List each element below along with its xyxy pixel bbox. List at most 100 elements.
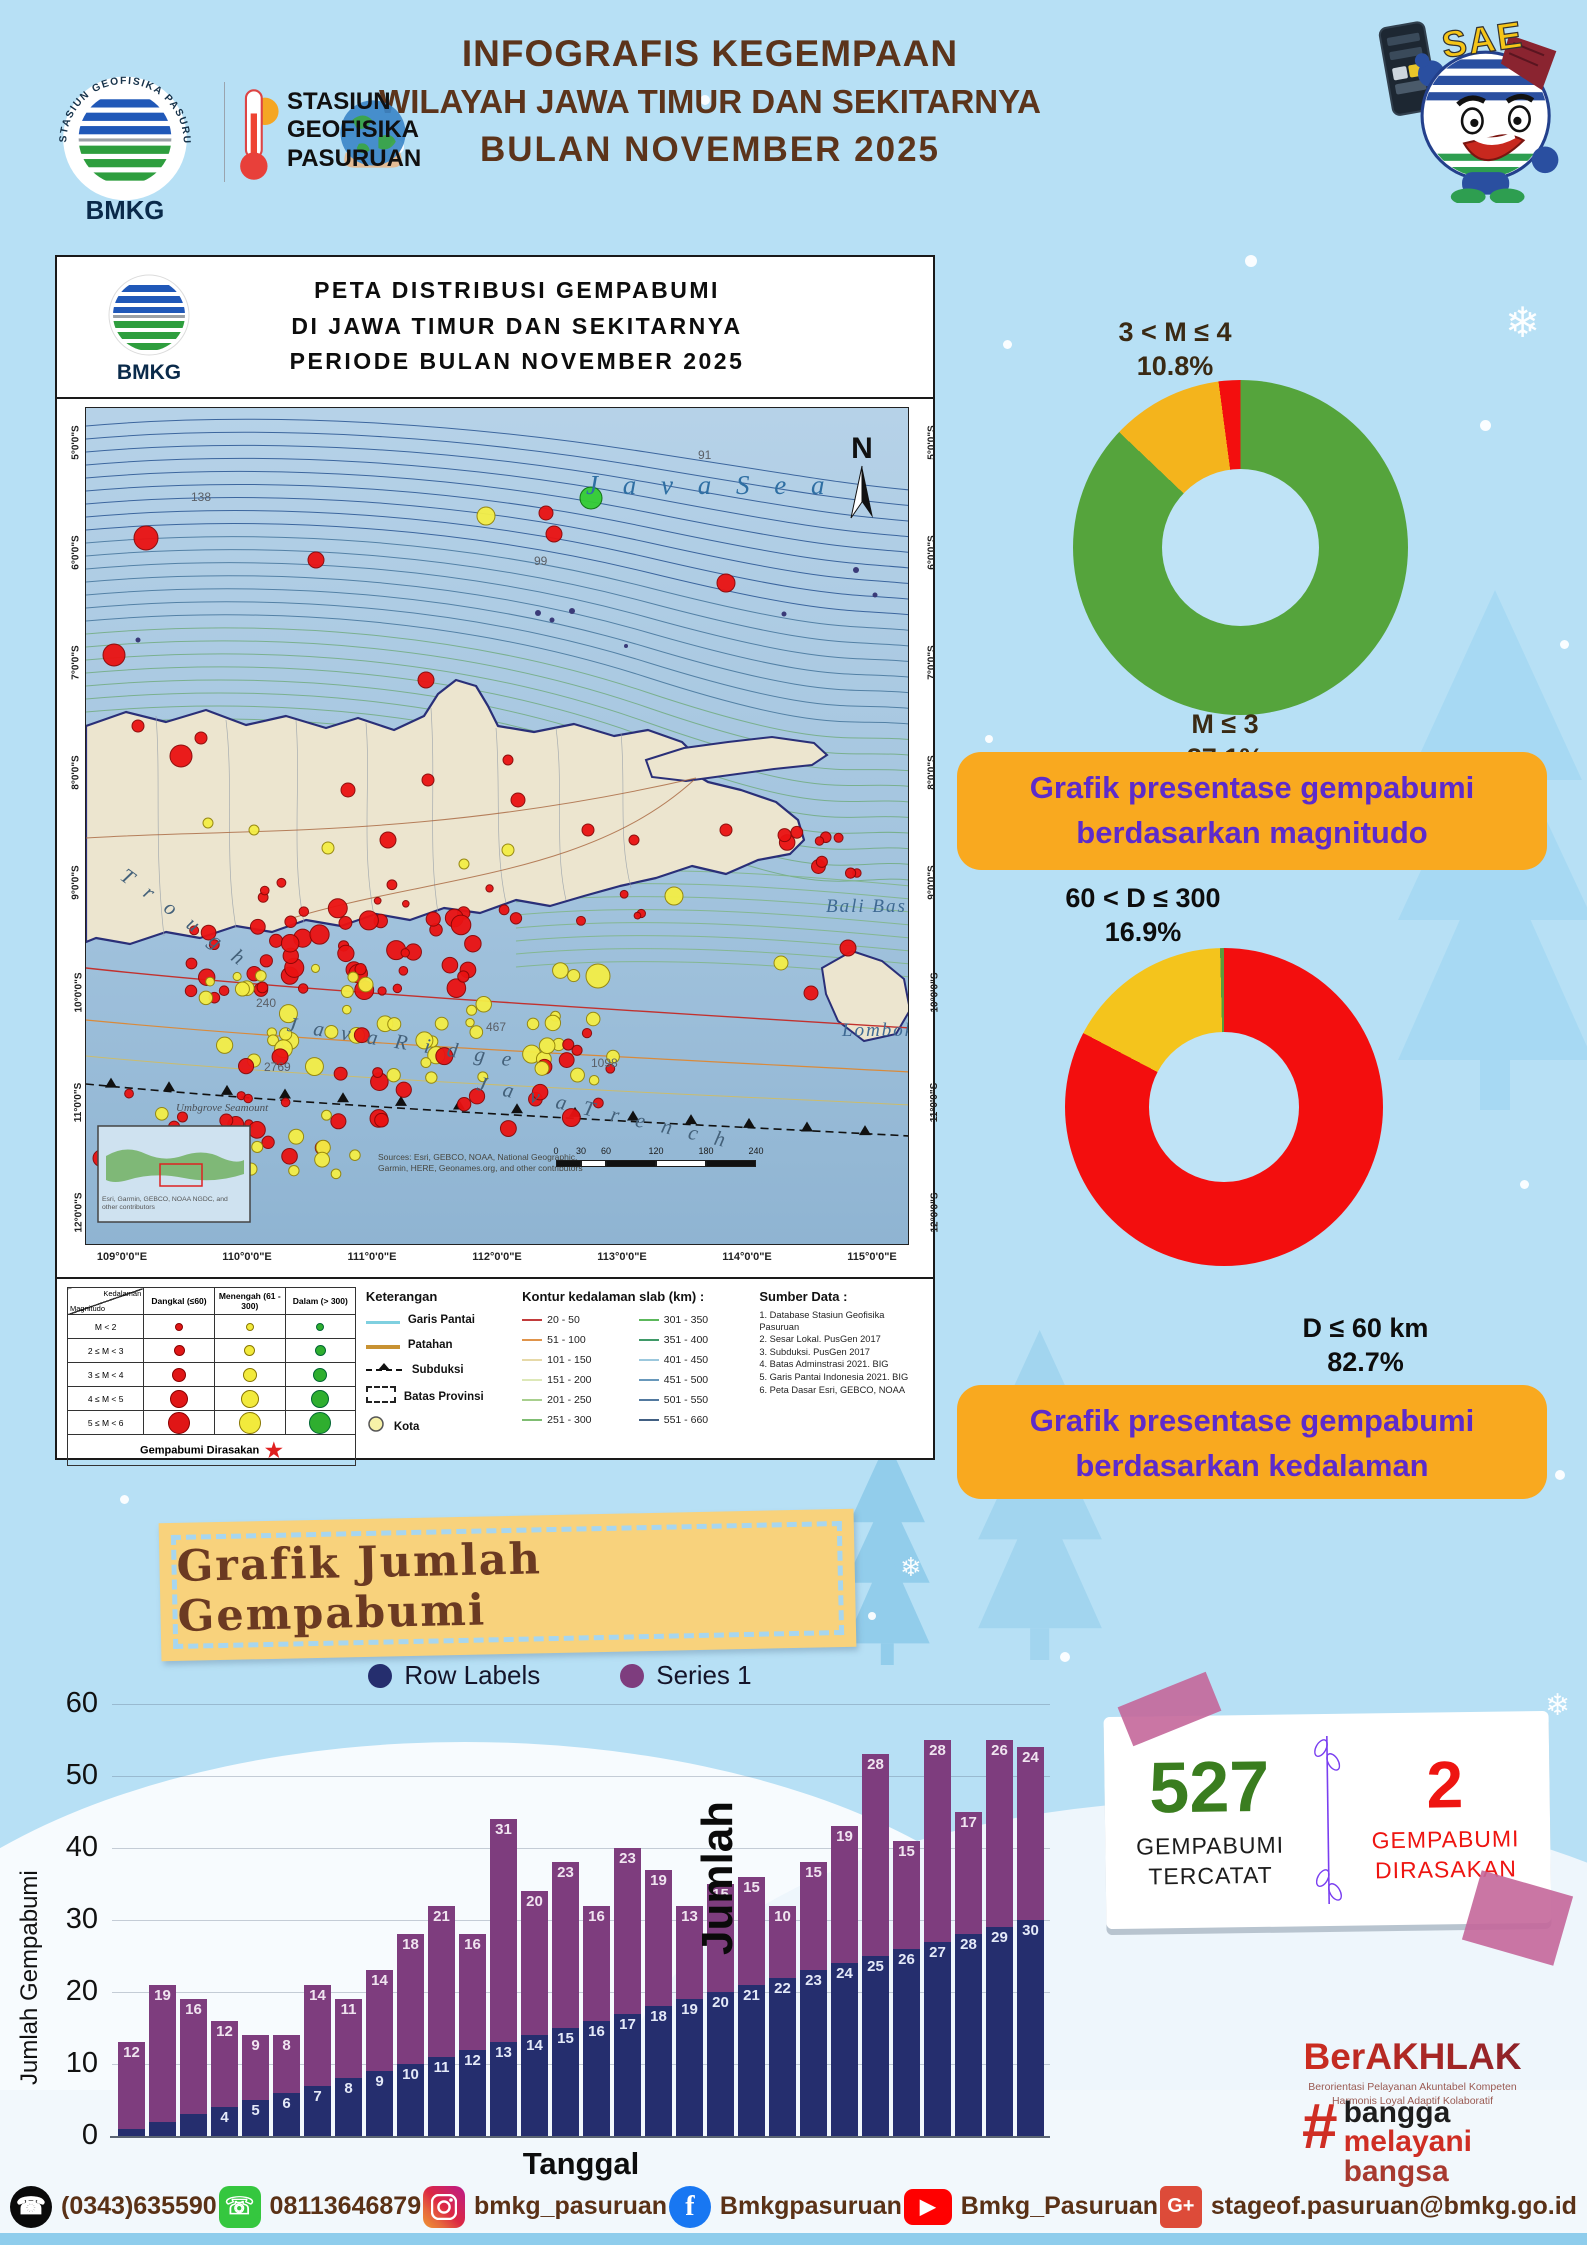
earthquake-dot — [833, 832, 844, 843]
earthquake-dot — [234, 981, 250, 997]
series1-value-label: 16 — [185, 2001, 202, 2019]
earthquake-dot — [567, 968, 581, 983]
bar-segment-series1: 15 — [707, 1884, 734, 1992]
earthquake-dot — [588, 1074, 600, 1086]
series1-value-label: 28 — [929, 1742, 946, 1760]
earthquake-dot — [468, 1088, 486, 1105]
series1-value-label: 15 — [805, 1864, 822, 1882]
snow-dot — [1480, 420, 1491, 431]
scale-number: 0 — [553, 1146, 559, 1156]
earthquake-dot — [309, 924, 330, 945]
lat-label: 5°0'0"S — [70, 425, 82, 460]
earthquake-dot — [189, 925, 200, 936]
row-labels-value-label: 29 — [991, 1929, 1008, 1947]
scale-number: 240 — [748, 1146, 764, 1156]
kontur-range: 251 - 300 — [547, 1414, 592, 1426]
bar-day-29: 26 29 — [986, 1740, 1013, 2136]
depth-minor-callout: 60 < D ≤ 300 16.9% — [1065, 883, 1221, 947]
kontur-range: 201 - 250 — [547, 1394, 592, 1406]
earthquake-dot — [538, 505, 554, 521]
series1-value-label: 12 — [123, 2044, 140, 2062]
earthquake-dot — [585, 963, 611, 989]
contact-text: 08113646879 — [269, 2192, 422, 2220]
matrix-symbol-cell — [143, 1362, 215, 1387]
java-island — [86, 678, 806, 946]
earthquake-dot — [155, 1106, 169, 1121]
contact-footer: ☎ (0343)635590 ☏ 08113646879 bmkg_pasuruan f B… — [0, 2180, 1587, 2233]
bar-segment-row-labels: 16 — [583, 2020, 610, 2136]
earthquake-dot — [372, 1067, 384, 1078]
bar-segment-row-labels: 19 — [676, 1999, 703, 2136]
bar-chart-bars: 12 19 16 12 4 9 5 8 6 14 7 11 8 14 9 18 10 21 11 16 12 31 13 20… — [118, 1704, 1048, 2136]
earthquake-dot — [298, 906, 310, 917]
bar-day-24: 19 24 — [831, 1826, 858, 2136]
bar-segment-series1: 31 — [490, 1819, 517, 2043]
keterangan-item: Patahan — [365, 1336, 512, 1354]
inset-credit: Esri, Garmin, GEBCO, NOAA NGDC, and othe… — [102, 1196, 228, 1212]
bar-day-15: 23 15 — [552, 1862, 579, 2136]
bar-segment-series1: 23 — [552, 1862, 579, 2028]
map-label: 1098 — [591, 1056, 618, 1070]
bar-segment-row-labels: 9 — [366, 2071, 393, 2136]
series1-value-label: 15 — [743, 1878, 760, 1896]
earthquake-dot — [251, 1140, 264, 1153]
bar-segment-series1: 19 — [645, 1869, 672, 2007]
lat-label: 11°0'0"S — [73, 1082, 85, 1123]
earthquake-dot — [131, 719, 145, 733]
series1-value-label: 18 — [402, 1936, 419, 1954]
instagram-icon — [422, 2185, 465, 2228]
lat-label: 10°0'0"S — [73, 972, 85, 1013]
earthquake-dot — [544, 1014, 562, 1032]
row-labels-value-label: 28 — [960, 1936, 977, 1954]
y-tick-label: 20 — [65, 1975, 98, 2007]
bar-day-26: 15 26 — [893, 1840, 920, 2136]
lat-label: 7°0'0"S — [926, 645, 938, 680]
map-sources-text: Sources: Esri, GEBCO, NOAA, National Geo… — [378, 1152, 583, 1173]
earthquake-dot — [773, 955, 789, 971]
bar-segment-row-labels — [118, 2128, 145, 2136]
y-tick-label: 50 — [65, 1759, 98, 1791]
magnitude-dot — [316, 1323, 325, 1332]
bar-segment-series1: 12 — [211, 2020, 238, 2108]
bangga-melayani-bangsa-logo: # bangga melayani bangsa — [1302, 2090, 1473, 2188]
earthquake-dot — [441, 956, 459, 974]
map-label: Umbgrove Seamount — [176, 1102, 269, 1114]
pine-tree-decoration — [845, 1440, 930, 1665]
matrix-symbol-cell — [284, 1314, 356, 1339]
earthquake-dot — [232, 971, 242, 982]
earthquake-dot — [526, 1017, 540, 1031]
earthquake-dot — [475, 995, 492, 1013]
kontur-line-swatch — [638, 1419, 659, 1421]
lon-label: 111°0'0"E — [347, 1251, 397, 1263]
kontur-range: 501 - 550 — [663, 1394, 709, 1406]
kontur-line-swatch — [638, 1399, 659, 1401]
lat-label: 12°0'0"S — [73, 1192, 85, 1233]
bottom-strip — [0, 2233, 1587, 2245]
matrix-col-header: Menengah (61 - 300) — [213, 1287, 286, 1315]
earthquake-dot — [347, 971, 359, 983]
snow-dot — [868, 1612, 876, 1620]
earthquake-dot — [458, 858, 470, 870]
lat-label: 10°0'0"S — [929, 972, 941, 1013]
row-labels-value-label: 5 — [251, 2102, 260, 2119]
bar-segment-series1: 26 — [986, 1740, 1013, 1928]
bar-segment-row-labels: 18 — [645, 2006, 672, 2136]
lat-label: 11°0'0"S — [929, 1082, 941, 1123]
gridline — [112, 2064, 1050, 2065]
bar-chart-title-box: Grafik Jumlah Gempabumi — [158, 1508, 857, 1662]
earthquake-dot — [269, 933, 284, 948]
series1-value-label: 10 — [774, 1907, 791, 1925]
series1-value-label: 14 — [371, 1972, 388, 1990]
bar-day-18: 19 18 — [645, 1869, 672, 2136]
bar-segment-row-labels: 15 — [552, 2028, 579, 2136]
earthquake-dot — [218, 985, 230, 996]
matrix-col-header: Dangkal (≤60) — [143, 1287, 215, 1315]
kontur-line-swatch — [522, 1419, 543, 1421]
lat-label: 6°0'0"S — [70, 535, 82, 570]
legend-series1: Series 1 — [620, 1660, 752, 1691]
kontur-line-swatch — [522, 1379, 543, 1381]
row-labels-value-label: 30 — [1022, 1922, 1039, 1939]
series1-value-label: 16 — [464, 1936, 481, 1954]
earthquake-dot — [465, 1017, 475, 1028]
earthquake-dot — [256, 981, 269, 994]
